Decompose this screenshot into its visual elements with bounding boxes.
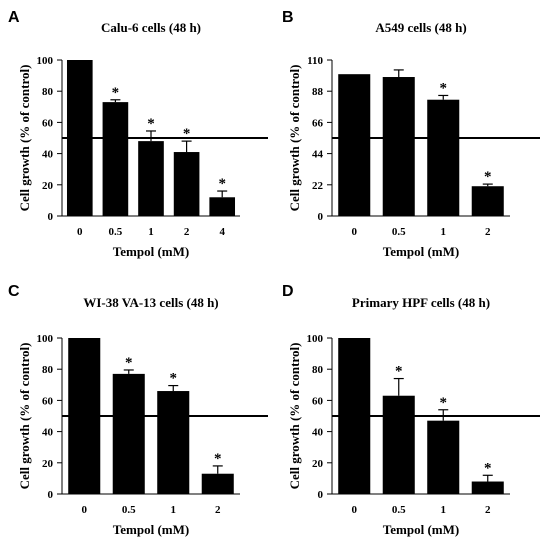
x-tick-label: 0.5 [392, 504, 406, 516]
y-tick-label: 40 [42, 149, 54, 161]
y-tick-label: 110 [307, 55, 323, 67]
y-tick-label: 88 [312, 86, 324, 98]
y-tick-label: 100 [37, 55, 54, 67]
x-tick-label: 1 [148, 226, 154, 238]
chart-panel-d: D Primary HPF cells (48 h) 0 20 40 60 80 100 0 * 0… [282, 283, 540, 537]
bar [102, 102, 129, 216]
x-tick-label: 2 [184, 226, 190, 238]
y-tick-label: 60 [42, 117, 54, 129]
bar [201, 473, 234, 494]
bar [382, 77, 415, 216]
y-tick-label: 0 [318, 489, 324, 501]
y-tick-label: 80 [312, 364, 324, 376]
y-tick-label: 100 [307, 333, 324, 345]
bar [157, 391, 190, 494]
x-tick-label: 4 [219, 226, 225, 238]
y-tick-label: 66 [312, 117, 324, 129]
significance-marker: * [112, 85, 120, 101]
chart-title: A549 cells (48 h) [375, 20, 466, 35]
significance-marker: * [218, 176, 226, 192]
chart-panel-a: A Calu-6 cells (48 h) 0 20 40 60 80 100 0 * 0.5 * 1 *… [8, 9, 268, 259]
panel-letter: B [282, 9, 294, 26]
y-tick-label: 40 [312, 427, 324, 439]
bar [173, 152, 200, 216]
significance-marker: * [484, 169, 492, 185]
x-tick-label: 0.5 [109, 226, 123, 238]
y-tick-label: 100 [37, 333, 54, 345]
x-tick-label: 1 [441, 504, 447, 516]
x-axis-label: Tempol (mM) [113, 244, 189, 259]
bar [471, 481, 504, 494]
significance-marker: * [147, 116, 155, 132]
bar [382, 395, 415, 494]
bar [427, 99, 460, 216]
chart-panel-b: B A549 cells (48 h) 0 22 44 66 88 110 0 0.5 * 1 * 2 Te… [282, 9, 540, 259]
y-axis-label: Cell growth (% of control) [17, 343, 32, 490]
y-axis-label: Cell growth (% of control) [287, 343, 302, 490]
x-tick-label: 1 [441, 226, 447, 238]
y-tick-label: 60 [312, 395, 324, 407]
bar [112, 373, 145, 494]
x-axis-label: Tempol (mM) [113, 522, 189, 537]
significance-marker: * [395, 364, 403, 380]
y-tick-label: 20 [312, 458, 324, 470]
panel-letter: D [282, 283, 294, 300]
significance-marker: * [125, 355, 133, 371]
y-tick-label: 80 [42, 364, 54, 376]
y-tick-label: 20 [42, 458, 54, 470]
significance-marker: * [170, 371, 178, 387]
x-tick-label: 0.5 [122, 504, 136, 516]
x-tick-label: 0 [82, 504, 88, 516]
bar [209, 197, 236, 216]
x-tick-label: 2 [215, 504, 221, 516]
x-axis-label: Tempol (mM) [383, 244, 459, 259]
y-axis-label: Cell growth (% of control) [287, 65, 302, 212]
y-tick-label: 40 [42, 427, 54, 439]
y-axis-label: Cell growth (% of control) [17, 65, 32, 212]
y-tick-label: 0 [318, 211, 324, 223]
y-tick-label: 0 [48, 211, 54, 223]
x-tick-label: 0 [352, 504, 358, 516]
y-tick-label: 60 [42, 395, 54, 407]
x-tick-label: 2 [485, 226, 491, 238]
panel-letter: A [8, 9, 20, 26]
significance-marker: * [214, 451, 222, 467]
x-tick-label: 0 [77, 226, 83, 238]
x-axis-label: Tempol (mM) [383, 522, 459, 537]
y-tick-label: 0 [48, 489, 54, 501]
y-tick-label: 80 [42, 86, 54, 98]
bar [338, 74, 371, 216]
x-tick-label: 1 [171, 504, 177, 516]
bar [427, 420, 460, 494]
chart-title: Primary HPF cells (48 h) [352, 295, 490, 310]
significance-marker: * [484, 460, 492, 476]
chart-title: Calu-6 cells (48 h) [101, 20, 201, 35]
bar [471, 186, 504, 216]
chart-panel-c: C WI-38 VA-13 cells (48 h) 0 20 40 60 80 100 0 * 0… [8, 283, 268, 537]
y-tick-label: 22 [312, 180, 324, 192]
x-tick-label: 0 [352, 226, 358, 238]
bar [138, 141, 164, 216]
significance-marker: * [183, 126, 191, 142]
x-tick-label: 2 [485, 504, 491, 516]
x-tick-label: 0.5 [392, 226, 406, 238]
panel-letter: C [8, 283, 20, 300]
chart-title: WI-38 VA-13 cells (48 h) [83, 295, 218, 310]
significance-marker: * [440, 395, 448, 411]
y-tick-label: 20 [42, 180, 54, 192]
y-tick-label: 44 [312, 149, 324, 161]
significance-marker: * [440, 80, 448, 96]
